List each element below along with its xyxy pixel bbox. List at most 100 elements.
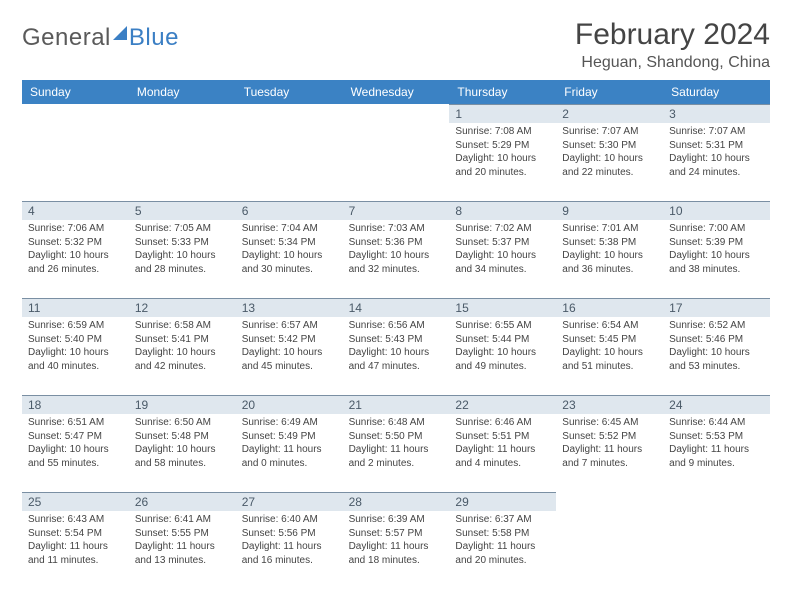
- day-number: [556, 492, 663, 511]
- sunrise-text: Sunrise: 7:00 AM: [669, 222, 764, 236]
- sunrise-text: Sunrise: 6:41 AM: [135, 513, 230, 527]
- dow-cell: Monday: [129, 80, 236, 104]
- day-number: 16: [556, 298, 663, 317]
- day-number: 13: [236, 298, 343, 317]
- day-number: 27: [236, 492, 343, 511]
- day-cell: Sunrise: 7:06 AMSunset: 5:32 PMDaylight:…: [22, 220, 129, 298]
- day-number: 28: [343, 492, 450, 511]
- weeks-container: 123Sunrise: 7:08 AMSunset: 5:29 PMDaylig…: [22, 104, 770, 589]
- sunset-text: Sunset: 5:40 PM: [28, 333, 123, 347]
- sunrise-text: Sunrise: 7:06 AM: [28, 222, 123, 236]
- day-cell: Sunrise: 6:43 AMSunset: 5:54 PMDaylight:…: [22, 511, 129, 589]
- day-cell: Sunrise: 6:52 AMSunset: 5:46 PMDaylight:…: [663, 317, 770, 395]
- sunset-text: Sunset: 5:55 PM: [135, 527, 230, 541]
- day-cell: Sunrise: 6:50 AMSunset: 5:48 PMDaylight:…: [129, 414, 236, 492]
- day-number: 25: [22, 492, 129, 511]
- day-number: 21: [343, 395, 450, 414]
- week-number-row: 123: [22, 104, 770, 123]
- week-body-row: Sunrise: 7:06 AMSunset: 5:32 PM Daylight:…: [22, 220, 770, 298]
- dow-cell: Thursday: [449, 80, 556, 104]
- sunset-text: Sunset: 5:54 PM: [28, 527, 123, 541]
- daylight-text: Daylight: 11 hours and 20 minutes.: [455, 540, 550, 567]
- daylight-text: Daylight: 10 hours and 28 minutes.: [135, 249, 230, 276]
- sunset-text: Sunset: 5:50 PM: [349, 430, 444, 444]
- daylight-text: Daylight: 10 hours and 45 minutes.: [242, 346, 337, 373]
- brand-logo: General Blue: [22, 24, 179, 52]
- sunrise-text: Sunrise: 7:01 AM: [562, 222, 657, 236]
- week-body-row: Sunrise: 6:51 AMSunset: 5:47 PMDaylight:…: [22, 414, 770, 492]
- sunrise-text: Sunrise: 6:44 AM: [669, 416, 764, 430]
- day-number: 23: [556, 395, 663, 414]
- daylight-text: Daylight: 11 hours and 18 minutes.: [349, 540, 444, 567]
- day-cell: [343, 123, 450, 201]
- daylight-text: Daylight: 10 hours and 20 minutes.: [455, 152, 550, 179]
- daylight-text: Daylight: 10 hours and 38 minutes.: [669, 249, 764, 276]
- dow-cell: Wednesday: [343, 80, 450, 104]
- calendar-page: General Blue February 2024 Heguan, Shand…: [0, 0, 792, 607]
- sunrise-text: Sunrise: 6:40 AM: [242, 513, 337, 527]
- day-number: 14: [343, 298, 450, 317]
- day-number: 1: [449, 104, 556, 123]
- day-number: [663, 492, 770, 511]
- day-cell: [556, 511, 663, 589]
- sunrise-text: Sunrise: 7:07 AM: [669, 125, 764, 139]
- sunset-text: Sunset: 5:46 PM: [669, 333, 764, 347]
- sunset-text: Sunset: 5:58 PM: [455, 527, 550, 541]
- day-number: 22: [449, 395, 556, 414]
- sunset-text: Sunset: 5:39 PM: [669, 236, 764, 250]
- calendar-grid: SundayMondayTuesdayWednesdayThursdayFrid…: [22, 80, 770, 589]
- day-number: 26: [129, 492, 236, 511]
- sunset-text: Sunset: 5:29 PM: [455, 139, 550, 153]
- day-cell: Sunrise: 6:56 AMSunset: 5:43 PMDaylight:…: [343, 317, 450, 395]
- daylight-text: Daylight: 11 hours and 16 minutes.: [242, 540, 337, 567]
- day-cell: Sunrise: 6:58 AMSunset: 5:41 PMDaylight:…: [129, 317, 236, 395]
- day-cell: Sunrise: 6:46 AMSunset: 5:51 PMDaylight:…: [449, 414, 556, 492]
- day-cell: Sunrise: 7:03 AMSunset: 5:36 PMDaylight:…: [343, 220, 450, 298]
- daylight-text: Daylight: 11 hours and 13 minutes.: [135, 540, 230, 567]
- sunrise-text: Sunrise: 6:39 AM: [349, 513, 444, 527]
- day-cell: Sunrise: 7:00 AMSunset: 5:39 PMDaylight:…: [663, 220, 770, 298]
- day-cell: Sunrise: 6:54 AMSunset: 5:45 PMDaylight:…: [556, 317, 663, 395]
- sunset-text: Sunset: 5:47 PM: [28, 430, 123, 444]
- day-cell: [129, 123, 236, 201]
- sunset-text: Sunset: 5:52 PM: [562, 430, 657, 444]
- daylight-text: Daylight: 11 hours and 0 minutes.: [242, 443, 337, 470]
- day-number: 4: [22, 201, 129, 220]
- sunrise-text: Sunrise: 7:04 AM: [242, 222, 337, 236]
- sunrise-text: Sunrise: 6:57 AM: [242, 319, 337, 333]
- sunset-text: Sunset: 5:53 PM: [669, 430, 764, 444]
- day-number: 29: [449, 492, 556, 511]
- sunrise-text: Sunrise: 6:54 AM: [562, 319, 657, 333]
- day-cell: [22, 123, 129, 201]
- sunset-text: Sunset: 5:43 PM: [349, 333, 444, 347]
- day-cell: Sunrise: 6:44 AMSunset: 5:53 PMDaylight:…: [663, 414, 770, 492]
- day-number: [129, 104, 236, 123]
- sunrise-text: Sunrise: 6:58 AM: [135, 319, 230, 333]
- daylight-text: Daylight: 10 hours and 55 minutes.: [28, 443, 123, 470]
- daylight-text: Daylight: 10 hours and 22 minutes.: [562, 152, 657, 179]
- sunrise-text: Sunrise: 6:56 AM: [349, 319, 444, 333]
- day-cell: Sunrise: 6:51 AMSunset: 5:47 PMDaylight:…: [22, 414, 129, 492]
- days-of-week-header: SundayMondayTuesdayWednesdayThursdayFrid…: [22, 80, 770, 104]
- daylight-text: Daylight: 11 hours and 2 minutes.: [349, 443, 444, 470]
- brand-triangle-icon: [113, 26, 127, 40]
- sunset-text: Sunset: 5:36 PM: [349, 236, 444, 250]
- sunrise-text: Sunrise: 6:45 AM: [562, 416, 657, 430]
- week-body-row: Sunrise: 6:43 AMSunset: 5:54 PMDaylight:…: [22, 511, 770, 589]
- sunset-text: Sunset: 5:56 PM: [242, 527, 337, 541]
- daylight-text: Daylight: 10 hours and 32 minutes.: [349, 249, 444, 276]
- day-number: 15: [449, 298, 556, 317]
- daylight-text: Daylight: 10 hours and 58 minutes.: [135, 443, 230, 470]
- day-cell: Sunrise: 6:55 AMSunset: 5:44 PMDaylight:…: [449, 317, 556, 395]
- header: General Blue February 2024 Heguan, Shand…: [22, 18, 770, 72]
- day-number: 11: [22, 298, 129, 317]
- sunset-text: Sunset: 5:32 PM: [28, 236, 123, 250]
- day-cell: Sunrise: 7:07 AMSunset: 5:30 PMDaylight:…: [556, 123, 663, 201]
- day-cell: Sunrise: 7:02 AMSunset: 5:37 PMDaylight:…: [449, 220, 556, 298]
- sunset-text: Sunset: 5:38 PM: [562, 236, 657, 250]
- day-number: 17: [663, 298, 770, 317]
- day-number: 6: [236, 201, 343, 220]
- day-cell: [663, 511, 770, 589]
- sunrise-text: Sunrise: 6:59 AM: [28, 319, 123, 333]
- day-cell: Sunrise: 6:57 AMSunset: 5:42 PMDaylight:…: [236, 317, 343, 395]
